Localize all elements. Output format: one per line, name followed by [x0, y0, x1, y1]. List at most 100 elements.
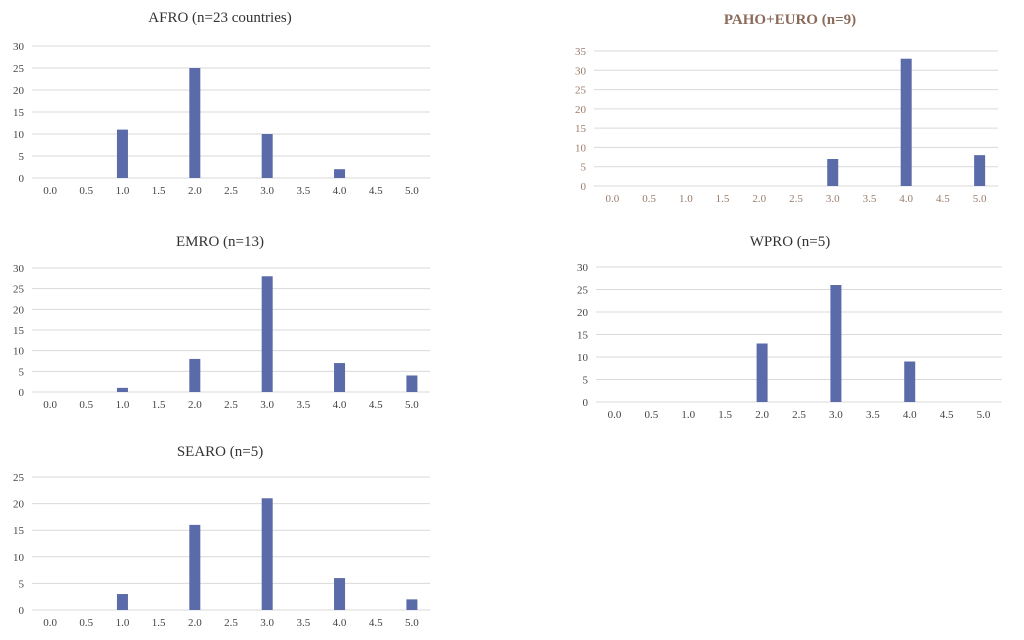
- x-tick-label: 4.5: [936, 193, 950, 205]
- y-tick-label: 25: [575, 85, 587, 97]
- chart-title: WPRO (n=5): [749, 234, 831, 250]
- x-tick-label: 4.0: [899, 193, 913, 205]
- bar: [116, 594, 128, 610]
- y-tick-label: 30: [13, 263, 25, 275]
- x-tick-label: 3.0: [826, 193, 840, 205]
- x-tick-label: 0.5: [644, 409, 658, 421]
- y-tick-label: 5: [581, 162, 587, 174]
- chart-svg: 0 5 10 15 20 25 30 35 0.0 0.5 1.0 1.5 2.0 2.5 3.0 3.5 4.…: [575, 46, 998, 205]
- chart-title: AFRO (n=23 countries): [148, 10, 292, 26]
- chart-title: PAHO+EURO (n=9): [723, 12, 857, 28]
- y-tick-label: 15: [13, 107, 25, 119]
- y-tick-label: 10: [13, 346, 25, 358]
- x-tick-label: 3.5: [296, 185, 310, 197]
- x-tick-label: 3.0: [260, 185, 274, 197]
- y-tick-label: 20: [13, 304, 25, 316]
- y-tick-label: 15: [575, 123, 587, 135]
- chart-svg: 0 5 10 15 20 25 0.0 0.5 1.0 1.5 2.0 2.5 3.0 3.5 4.0 4.5…: [13, 472, 430, 629]
- x-tick-label: 0.5: [79, 185, 93, 197]
- y-tick-label: 0: [581, 181, 587, 193]
- chart-svg: 0 5 10 15 20 25 30 0.0 0.5 1.0 1.5 2.0 2.5 3.0 3.5 4.0 4…: [13, 263, 430, 411]
- x-tick-label: 2.5: [789, 193, 803, 205]
- x-tick-label: 0.0: [43, 185, 57, 197]
- y-tick-label: 35: [575, 46, 587, 58]
- x-tick-label: 3.5: [296, 399, 310, 411]
- chart-paho-euro: PAHO+EURO (n=9) 0 5 10 15 20 25 30 35 0.0 0.5 1.0 1…: [570, 8, 1010, 208]
- x-tick-label: 1.0: [116, 399, 130, 411]
- bar: [189, 358, 201, 392]
- x-tick-label: 3.0: [260, 399, 274, 411]
- x-tick-label: 2.0: [188, 185, 202, 197]
- chart-afro: AFRO (n=23 countries) 0 5 10 15 20 25 30 0.0 0.5…: [0, 8, 440, 198]
- x-tick-label: 5.0: [405, 185, 419, 197]
- y-tick-label: 25: [577, 285, 589, 297]
- y-tick-label: 25: [13, 63, 25, 75]
- x-tick-label: 3.0: [829, 409, 843, 421]
- x-tick-label: 5.0: [973, 193, 987, 205]
- bar: [406, 599, 418, 610]
- y-tick-label: 0: [19, 173, 25, 185]
- x-tick-label: 4.0: [333, 185, 347, 197]
- x-tick-label: 1.0: [116, 185, 130, 197]
- x-tick-label: 3.0: [260, 617, 274, 629]
- x-tick-label: 0.5: [79, 617, 93, 629]
- bar: [900, 58, 912, 186]
- x-tick-label: 1.5: [152, 399, 166, 411]
- x-tick-label: 1.0: [116, 617, 130, 629]
- x-tick-label: 1.0: [681, 409, 695, 421]
- bar: [261, 134, 273, 178]
- y-tick-label: 10: [577, 352, 589, 364]
- x-tick-label: 1.5: [716, 193, 730, 205]
- x-tick-label: 3.5: [863, 193, 877, 205]
- bar: [334, 578, 346, 610]
- chart-emro: EMRO (n=13) 0 5 10 15 20 25 30 0.0 0.5 1.0 1.5 2.0 2…: [0, 232, 440, 417]
- y-tick-label: 15: [577, 330, 589, 342]
- y-tick-label: 10: [13, 129, 25, 141]
- bar: [261, 276, 273, 392]
- x-tick-label: 1.5: [718, 409, 732, 421]
- x-tick-label: 4.5: [369, 399, 383, 411]
- x-tick-label: 5.0: [405, 399, 419, 411]
- y-tick-label: 5: [19, 366, 25, 378]
- x-tick-label: 5.0: [977, 409, 991, 421]
- x-tick-label: 5.0: [405, 617, 419, 629]
- x-tick-label: 0.0: [608, 409, 622, 421]
- x-tick-label: 2.5: [224, 185, 238, 197]
- bar: [756, 343, 768, 402]
- y-tick-label: 10: [575, 142, 587, 154]
- y-tick-label: 5: [19, 578, 25, 590]
- x-tick-label: 2.0: [188, 617, 202, 629]
- bar: [904, 361, 916, 402]
- y-tick-label: 20: [575, 104, 587, 116]
- chart-title: EMRO (n=13): [175, 234, 265, 250]
- bar: [334, 363, 346, 392]
- y-tick-label: 5: [583, 375, 589, 387]
- x-tick-label: 4.0: [333, 399, 347, 411]
- x-tick-label: 4.0: [333, 617, 347, 629]
- x-tick-label: 2.5: [224, 399, 238, 411]
- x-tick-label: 0.0: [43, 617, 57, 629]
- chart-svg: 0 5 10 15 20 25 30 0.0 0.5 1.0 1.5 2.0 2.5 3.0 3.5 4.0 4…: [577, 262, 1002, 421]
- x-tick-label: 2.5: [792, 409, 806, 421]
- y-tick-label: 5: [19, 151, 25, 163]
- y-tick-label: 30: [575, 65, 587, 77]
- x-tick-label: 2.0: [752, 193, 766, 205]
- x-tick-label: 3.5: [866, 409, 880, 421]
- x-tick-label: 0.0: [43, 399, 57, 411]
- bar: [406, 375, 418, 392]
- chart-wpro: WPRO (n=5) 0 5 10 15 20 25 30 0.0 0.5 1.0 1.5 2.0 2.…: [570, 232, 1010, 427]
- y-tick-label: 0: [19, 387, 25, 399]
- bar: [334, 169, 346, 178]
- y-tick-label: 10: [13, 552, 25, 564]
- x-tick-label: 0.5: [79, 399, 93, 411]
- y-tick-label: 20: [577, 307, 589, 319]
- bar: [974, 155, 986, 186]
- x-tick-label: 0.0: [605, 193, 619, 205]
- bar: [189, 68, 201, 178]
- bar: [827, 159, 839, 186]
- x-tick-label: 4.5: [940, 409, 954, 421]
- x-tick-label: 1.5: [152, 617, 166, 629]
- y-tick-label: 0: [583, 397, 589, 409]
- x-tick-label: 1.5: [152, 185, 166, 197]
- bar: [116, 387, 128, 392]
